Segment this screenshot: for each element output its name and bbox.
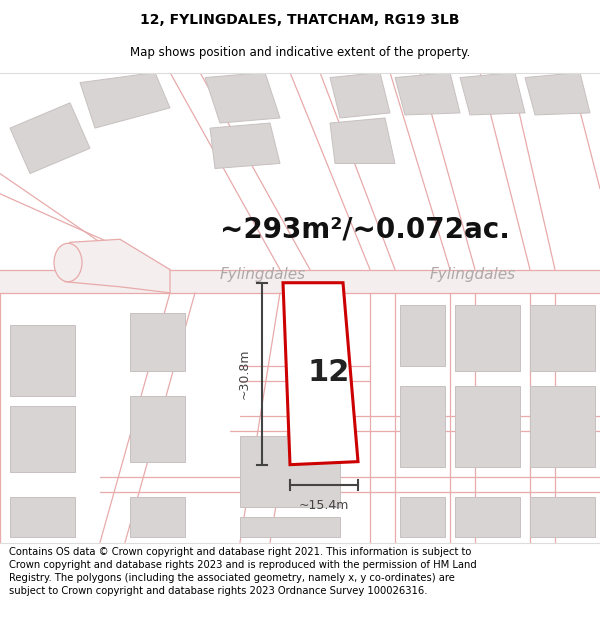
Text: Fylingdales: Fylingdales xyxy=(430,267,516,282)
Polygon shape xyxy=(400,497,445,538)
Polygon shape xyxy=(130,313,185,371)
Polygon shape xyxy=(530,305,595,371)
Polygon shape xyxy=(530,497,595,538)
Polygon shape xyxy=(455,386,520,467)
Polygon shape xyxy=(210,123,280,169)
Polygon shape xyxy=(455,305,520,371)
Text: 12, FYLINGDALES, THATCHAM, RG19 3LB: 12, FYLINGDALES, THATCHAM, RG19 3LB xyxy=(140,13,460,28)
Polygon shape xyxy=(330,118,395,164)
Text: Map shows position and indicative extent of the property.: Map shows position and indicative extent… xyxy=(130,46,470,59)
Polygon shape xyxy=(400,386,445,467)
Text: ~293m²/~0.072ac.: ~293m²/~0.072ac. xyxy=(220,215,510,243)
Polygon shape xyxy=(395,72,460,115)
Text: 12: 12 xyxy=(307,359,350,388)
Polygon shape xyxy=(525,72,590,115)
Polygon shape xyxy=(455,497,520,538)
Polygon shape xyxy=(460,72,525,115)
Polygon shape xyxy=(10,325,75,396)
Text: Fylingdales: Fylingdales xyxy=(220,267,306,282)
Polygon shape xyxy=(80,72,170,128)
Text: ~30.8m: ~30.8m xyxy=(238,349,251,399)
Polygon shape xyxy=(10,406,75,472)
Polygon shape xyxy=(205,72,280,123)
Polygon shape xyxy=(400,305,445,366)
Polygon shape xyxy=(530,386,595,467)
Text: ~15.4m: ~15.4m xyxy=(299,499,349,512)
Polygon shape xyxy=(55,239,170,293)
Ellipse shape xyxy=(54,243,82,282)
Polygon shape xyxy=(240,518,340,538)
Polygon shape xyxy=(130,396,185,462)
Polygon shape xyxy=(130,497,185,538)
Text: Contains OS data © Crown copyright and database right 2021. This information is : Contains OS data © Crown copyright and d… xyxy=(9,547,477,596)
Polygon shape xyxy=(240,436,340,507)
Polygon shape xyxy=(330,72,390,118)
Polygon shape xyxy=(10,497,75,538)
Polygon shape xyxy=(0,269,600,293)
Polygon shape xyxy=(10,103,90,174)
Polygon shape xyxy=(283,282,358,464)
